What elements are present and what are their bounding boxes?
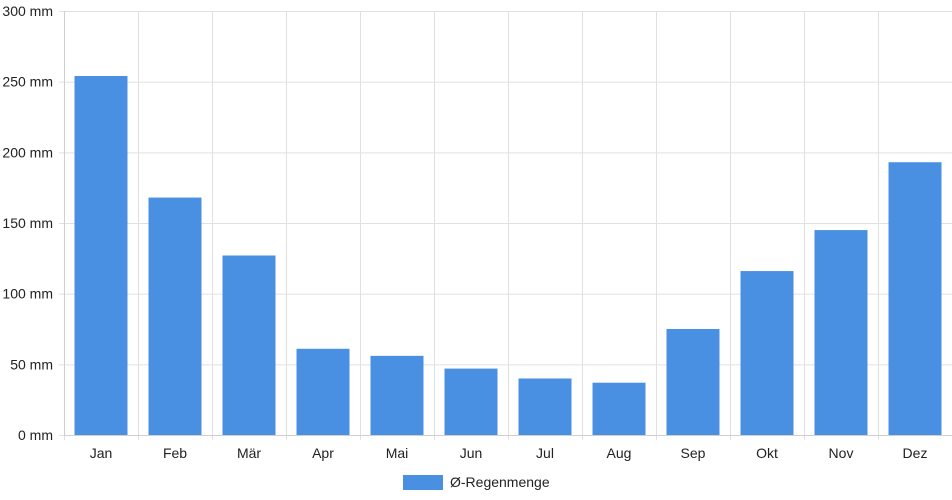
y-axis: 0 mm 50 mm 100 mm 150 mm 200 mm 250 mm 300 mm — [2, 3, 65, 443]
x-tick-label: Okt — [756, 445, 778, 461]
y-tick-label: 200 mm — [2, 144, 53, 160]
bar-12[interactable] — [888, 162, 942, 435]
legend-label: Ø-Regenmenge — [450, 474, 550, 490]
bar-11[interactable] — [814, 230, 868, 435]
bar-6[interactable] — [444, 368, 498, 435]
x-tick-label: Apr — [312, 445, 334, 461]
y-tick-label: 50 mm — [10, 356, 53, 372]
x-tick-label: Jul — [536, 445, 554, 461]
x-tick-label: Mär — [237, 445, 261, 461]
x-tick-label: Dez — [903, 445, 928, 461]
bar-2[interactable] — [148, 197, 202, 435]
legend[interactable]: Ø-Regenmenge — [403, 474, 550, 490]
bar-3[interactable] — [222, 255, 276, 435]
bar-9[interactable] — [666, 329, 720, 435]
x-tick-label: Aug — [607, 445, 632, 461]
x-axis: Jan Feb Mär Apr Mai Jun Jul Aug Sep Okt Nov Dez — [64, 435, 952, 461]
grid-lines — [59, 11, 952, 440]
x-tick-label: Mai — [386, 445, 409, 461]
bars — [74, 76, 942, 435]
y-tick-label: 0 mm — [18, 427, 53, 443]
x-tick-label: Sep — [681, 445, 706, 461]
x-tick-label: Jun — [460, 445, 483, 461]
bar-5[interactable] — [370, 355, 424, 435]
y-tick-label: 300 mm — [2, 3, 53, 19]
y-tick-label: 250 mm — [2, 74, 53, 90]
bar-8[interactable] — [592, 382, 646, 435]
x-tick-label: Feb — [163, 445, 187, 461]
x-tick-label: Jan — [90, 445, 113, 461]
y-tick-label: 150 mm — [2, 215, 53, 231]
bar-4[interactable] — [296, 348, 350, 435]
bar-7[interactable] — [518, 378, 572, 435]
bar-1[interactable] — [74, 76, 128, 435]
x-tick-label: Nov — [829, 445, 854, 461]
bar-10[interactable] — [740, 271, 794, 435]
y-tick-label: 100 mm — [2, 286, 53, 302]
legend-swatch — [403, 475, 443, 490]
